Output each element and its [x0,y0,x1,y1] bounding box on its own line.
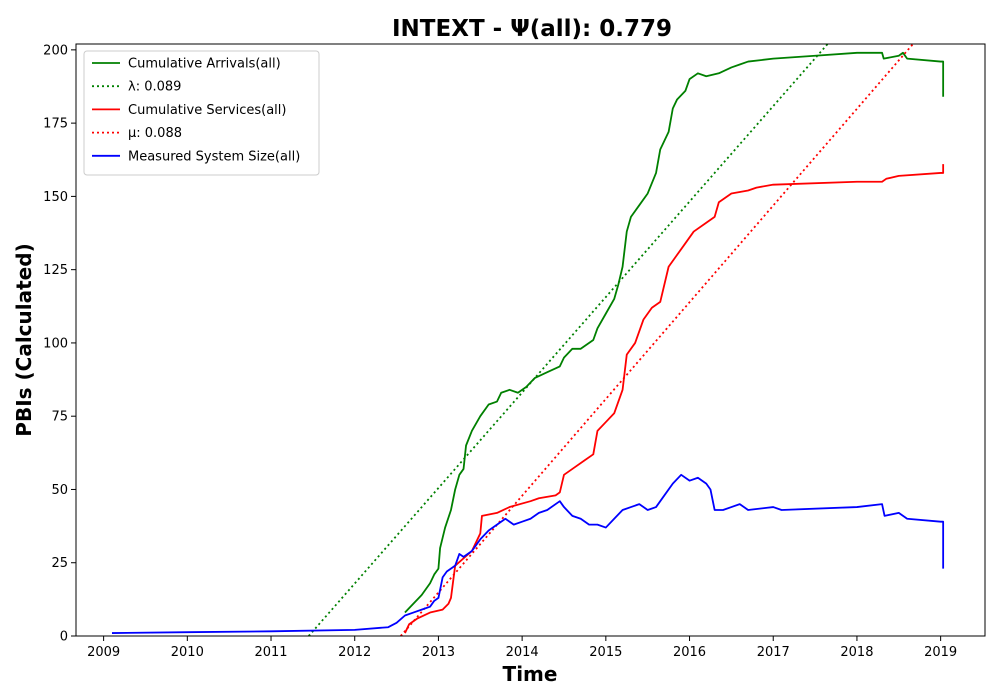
legend-label-5: Measured System Size(all) [128,149,300,164]
x-tick-label-2009: 2009 [87,645,120,660]
series-line-4 [400,44,915,636]
x-tick-label-2011: 2011 [254,645,287,660]
legend-label-3: Cumulative Services(all) [128,103,286,118]
y-tick-label-100: 100 [43,336,68,351]
x-tick-label-2015: 2015 [589,645,622,660]
legend-label-2: λ: 0.089 [128,80,181,95]
series-line-5 [111,473,945,634]
y-tick-label-200: 200 [43,43,68,58]
chart-title: INTEXT - Ψ(all): 0.779 [392,16,672,42]
legend: Cumulative Arrivals(all) λ: 0.089 Cumulati… [83,50,320,176]
x-axis-label: Time [503,662,558,686]
y-tick-label-175: 175 [43,117,68,132]
y-tick-label-75: 75 [51,410,68,425]
x-tick-label-2014: 2014 [506,645,539,660]
plot-frame [75,43,986,637]
y-tick-label-0: 0 [60,630,68,645]
x-tick-label-2019: 2019 [924,645,957,660]
series-line-2 [308,44,829,636]
y-tick-label-50: 50 [51,483,68,498]
y-tick-label-25: 25 [51,556,68,571]
legend-label-4: μ: 0.088 [128,126,182,141]
ticks-layer: 2009 2010 2011 2012 2013 2014 2015 2016 2017 2018… [43,43,957,660]
series-layer [111,44,945,636]
x-tick-label-2018: 2018 [840,645,873,660]
legend-box [83,50,320,176]
y-tick-label-125: 125 [43,263,68,278]
x-tick-label-2016: 2016 [673,645,706,660]
y-axis-label: PBIs (Calculated) [12,243,36,436]
x-tick-label-2012: 2012 [338,645,371,660]
legend-label-1: Cumulative Arrivals(all) [128,57,281,72]
x-tick-label-2017: 2017 [757,645,790,660]
x-tick-label-2013: 2013 [422,645,455,660]
series-line-1 [404,51,945,614]
y-tick-label-150: 150 [43,190,68,205]
x-tick-label-2010: 2010 [171,645,204,660]
